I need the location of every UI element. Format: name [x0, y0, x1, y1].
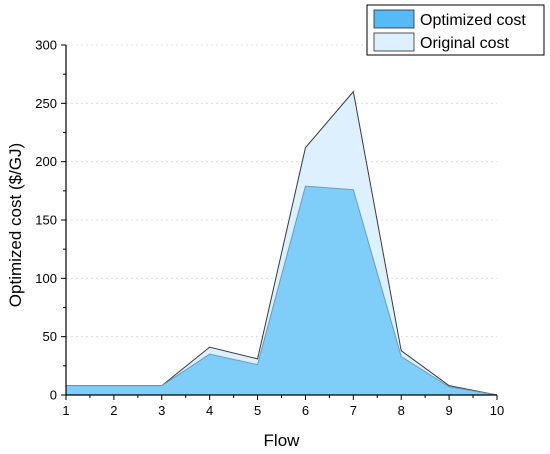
x-tick-label-3: 3	[158, 403, 165, 418]
y-tick-label-0: 0	[50, 388, 57, 403]
x-tick-label-10: 10	[490, 403, 504, 418]
line-optimized-cost	[66, 185, 498, 396]
y-tick-label-150: 150	[35, 213, 57, 228]
legend-swatch-original-cost	[373, 32, 415, 52]
y-tick-label-200: 200	[35, 154, 57, 169]
tick-marks	[61, 44, 498, 400]
legend-label-optimized-cost: Optimized cost	[420, 12, 526, 29]
y-tick-label-50: 50	[43, 329, 57, 344]
area-series	[66, 90, 498, 396]
legend-swatch-optimized-cost	[373, 9, 415, 29]
x-tick-label-9: 9	[445, 403, 452, 418]
y-tick-label-250: 250	[35, 96, 57, 111]
x-tick-label-1: 1	[62, 403, 69, 418]
x-tick-label-2: 2	[110, 403, 117, 418]
x-tick-label-8: 8	[398, 403, 405, 418]
x-tick-label-6: 6	[302, 403, 309, 418]
legend: Optimized cost Original cost	[366, 4, 545, 56]
x-tick-label-5: 5	[254, 403, 261, 418]
legend-label-original-cost: Original cost	[420, 35, 509, 52]
tick-labels: 0 50 100 150 200 250 300 1 2 3 4 5 6 7 8 9 10	[35, 38, 504, 419]
y-tick-label-300: 300	[35, 38, 57, 53]
area-optimized-cost	[66, 186, 497, 395]
y-tick-label-100: 100	[35, 271, 57, 286]
y-axis-title: Optimized cost ($/GJ)	[6, 143, 25, 307]
x-axis-title: Flow	[264, 431, 301, 450]
x-tick-label-4: 4	[206, 403, 213, 418]
x-tick-label-7: 7	[350, 403, 357, 418]
